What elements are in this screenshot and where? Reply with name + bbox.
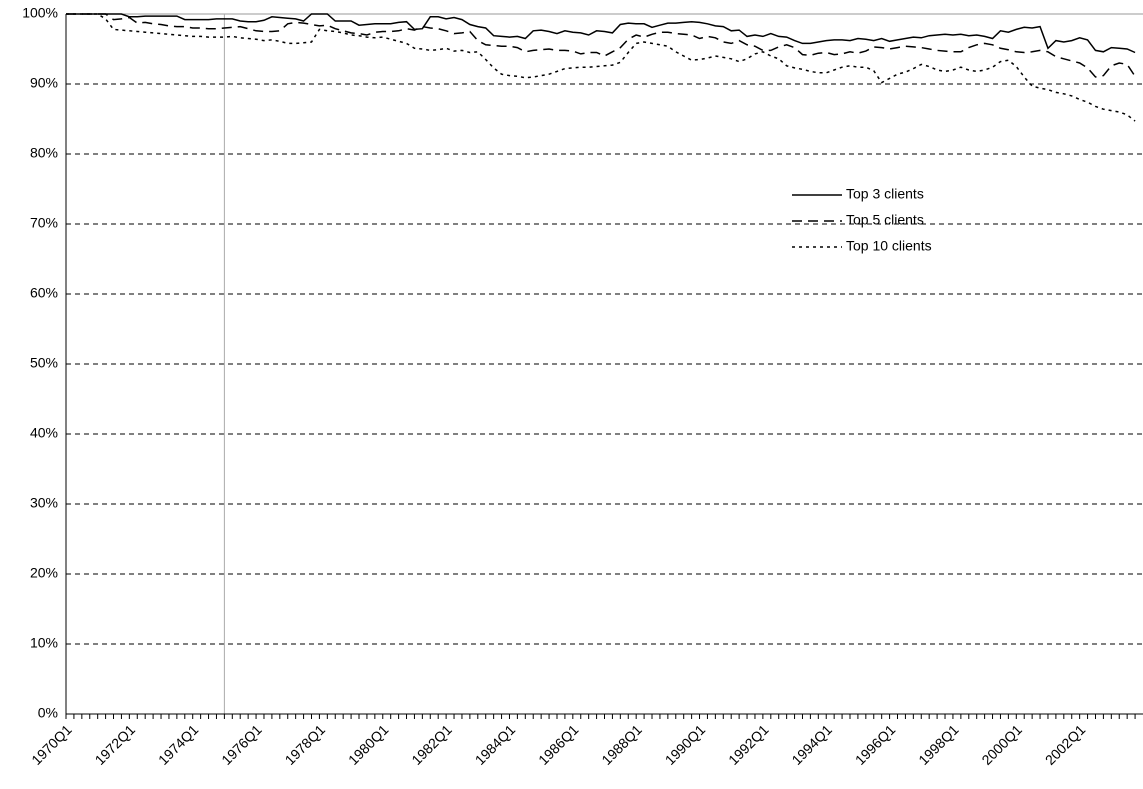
legend-label: Top 5 clients xyxy=(846,212,924,228)
x-tick-label: 1980Q1 xyxy=(345,721,392,768)
x-tick-label: 2002Q1 xyxy=(1042,721,1089,768)
x-tick-label: 1998Q1 xyxy=(915,721,962,768)
y-tick-label: 90% xyxy=(30,75,58,91)
y-tick-label: 20% xyxy=(30,565,58,581)
x-tick-label: 1990Q1 xyxy=(662,721,709,768)
y-tick-label: 80% xyxy=(30,145,58,161)
series-line xyxy=(66,13,1136,78)
x-tick-label: 1970Q1 xyxy=(28,721,75,768)
x-tick-label: 1992Q1 xyxy=(725,721,772,768)
x-tick-label: 1976Q1 xyxy=(218,721,265,768)
y-tick-label: 70% xyxy=(30,215,58,231)
x-tick-label: 1984Q1 xyxy=(472,721,519,768)
x-tick-label: 1982Q1 xyxy=(408,721,455,768)
x-tick-label: 1972Q1 xyxy=(92,721,139,768)
y-tick-label: 40% xyxy=(30,425,58,441)
x-tick-label: 2000Q1 xyxy=(978,721,1025,768)
series-line xyxy=(66,13,1136,54)
x-tick-label: 1988Q1 xyxy=(598,721,645,768)
x-tick-label: 1996Q1 xyxy=(852,721,899,768)
series-line xyxy=(66,13,1136,122)
y-tick-label: 60% xyxy=(30,285,58,301)
y-tick-label: 50% xyxy=(30,355,58,371)
y-tick-label: 100% xyxy=(22,5,58,21)
legend-label: Top 3 clients xyxy=(846,186,924,202)
legend-label: Top 10 clients xyxy=(846,238,932,254)
x-tick-label: 1978Q1 xyxy=(282,721,329,768)
y-tick-label: 0% xyxy=(38,705,58,721)
y-tick-label: 10% xyxy=(30,635,58,651)
x-tick-label: 1994Q1 xyxy=(788,721,835,768)
x-tick-label: 1974Q1 xyxy=(155,721,202,768)
x-tick-label: 1986Q1 xyxy=(535,721,582,768)
y-tick-label: 30% xyxy=(30,495,58,511)
